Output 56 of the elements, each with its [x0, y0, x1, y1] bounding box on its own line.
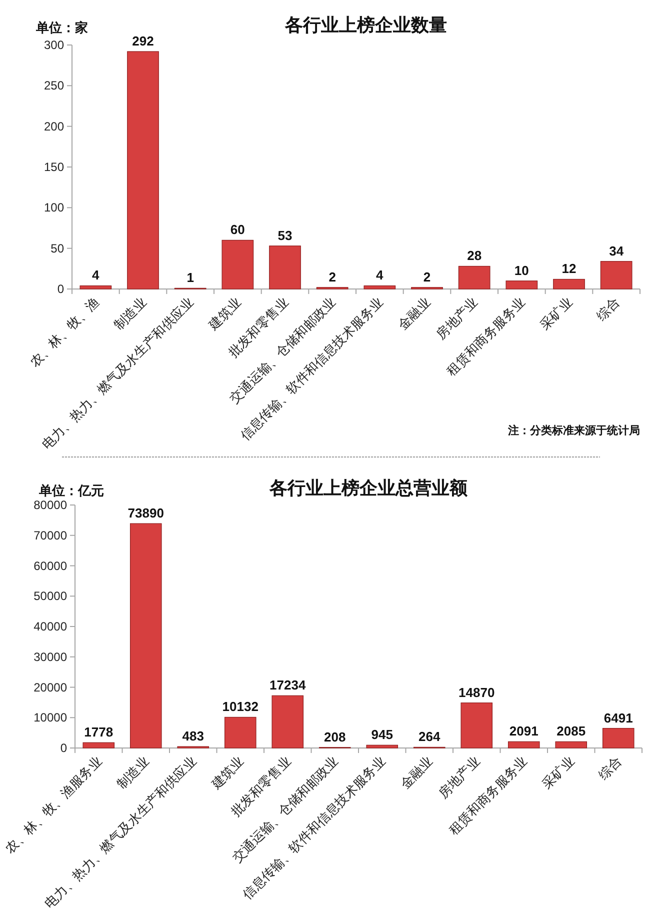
x-tick-label: 建筑业 — [204, 294, 244, 334]
x-tick-label: 制造业 — [110, 294, 150, 333]
data-label: 264 — [418, 729, 441, 744]
y-axis-title: 单位：家 — [35, 20, 88, 35]
y-tick-label: 80000 — [34, 498, 68, 512]
data-label: 1 — [186, 270, 194, 286]
x-tick-label: 农、林、牧、渔 — [26, 294, 102, 370]
data-label: 483 — [182, 728, 204, 744]
y-tick-label: 50 — [50, 241, 64, 256]
y-tick-label: 200 — [44, 119, 64, 134]
y-tick-label: 0 — [57, 282, 64, 296]
x-tick-label: 建筑业 — [208, 754, 246, 792]
x-tick-label: 采矿业 — [539, 754, 578, 792]
data-label: 2 — [423, 269, 431, 284]
data-label: 12 — [562, 261, 576, 276]
x-tick-label: 综合 — [593, 294, 622, 324]
y-tick-label: 0 — [60, 741, 68, 755]
data-label: 10 — [514, 262, 529, 278]
y-tick-label: 30000 — [34, 650, 68, 664]
data-label: 53 — [278, 228, 292, 243]
data-label: 208 — [324, 729, 346, 744]
data-label: 2 — [328, 269, 336, 284]
y-tick-label: 300 — [44, 38, 64, 52]
y-tick-label: 50000 — [34, 589, 68, 604]
x-tick-label: 制造业 — [114, 754, 152, 792]
data-label: 2091 — [509, 724, 538, 739]
data-label: 28 — [467, 248, 482, 264]
x-tick-label: 金融业 — [397, 754, 436, 792]
data-label: 4 — [376, 268, 384, 283]
y-tick-label: 20000 — [34, 680, 68, 694]
chart-title: 各行业上榜企业数量 — [284, 15, 447, 35]
x-tick-label: 综合 — [596, 754, 624, 783]
data-label: 17234 — [270, 678, 306, 693]
data-label: 4 — [92, 268, 100, 283]
y-tick-label: 100 — [44, 200, 64, 215]
data-label: 10132 — [222, 699, 258, 714]
data-label: 34 — [609, 243, 624, 258]
data-label: 2085 — [556, 724, 586, 739]
data-label: 292 — [132, 34, 154, 49]
y-tick-label: 10000 — [34, 710, 68, 725]
data-label: 60 — [230, 222, 245, 238]
y-axis-title: 单位：亿元 — [38, 483, 104, 498]
data-label: 73890 — [128, 506, 164, 521]
chart-title: 各行业上榜企业总营业额 — [268, 478, 468, 498]
x-tick-label: 金融业 — [394, 294, 434, 333]
y-tick-label: 60000 — [34, 558, 68, 573]
y-tick-label: 70000 — [34, 528, 68, 542]
text: 注：分类标准来源于统计局 — [507, 424, 640, 437]
data-label: 6491 — [604, 710, 633, 726]
data-label: 945 — [371, 727, 393, 742]
data-label: 1778 — [84, 724, 114, 740]
data-label: 14870 — [458, 684, 495, 700]
y-tick-label: 40000 — [34, 620, 68, 634]
y-tick-label: 150 — [44, 160, 64, 174]
x-tick-label: 采矿业 — [536, 294, 576, 333]
y-tick-label: 250 — [44, 78, 64, 93]
